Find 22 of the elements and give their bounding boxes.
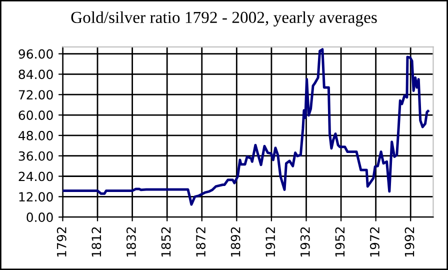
x-tick-label: 1852 xyxy=(161,227,171,257)
y-tick-label: 48.00 xyxy=(18,130,53,140)
y-tick-label: 36.00 xyxy=(18,151,53,161)
y-tick-label: 96.00 xyxy=(18,49,53,59)
y-tick-label: 0.00 xyxy=(26,212,53,222)
x-tick-label: 1872 xyxy=(196,227,206,257)
x-tick-label: 1812 xyxy=(92,227,102,257)
x-tick-label: 1832 xyxy=(126,227,136,257)
y-tick-label: 60.00 xyxy=(18,110,53,120)
chart-title: Gold/silver ratio 1792 - 2002, yearly averages xyxy=(71,11,377,26)
y-tick-label: 12.00 xyxy=(19,192,53,202)
x-tick-label: 1792 xyxy=(56,227,66,257)
y-tick-label: 84.00 xyxy=(18,70,53,80)
x-tick-label: 1892 xyxy=(230,227,240,257)
y-tick-label: 24.00 xyxy=(18,172,53,182)
y-tick-label: 72.00 xyxy=(18,90,53,100)
x-tick-label: 1972 xyxy=(370,227,380,257)
x-tick-label: 1992 xyxy=(404,227,414,257)
x-tick-label: 1952 xyxy=(335,227,345,257)
line-series xyxy=(62,48,430,206)
x-tick-label: 1912 xyxy=(266,227,276,257)
x-tick-label: 1932 xyxy=(300,227,310,257)
